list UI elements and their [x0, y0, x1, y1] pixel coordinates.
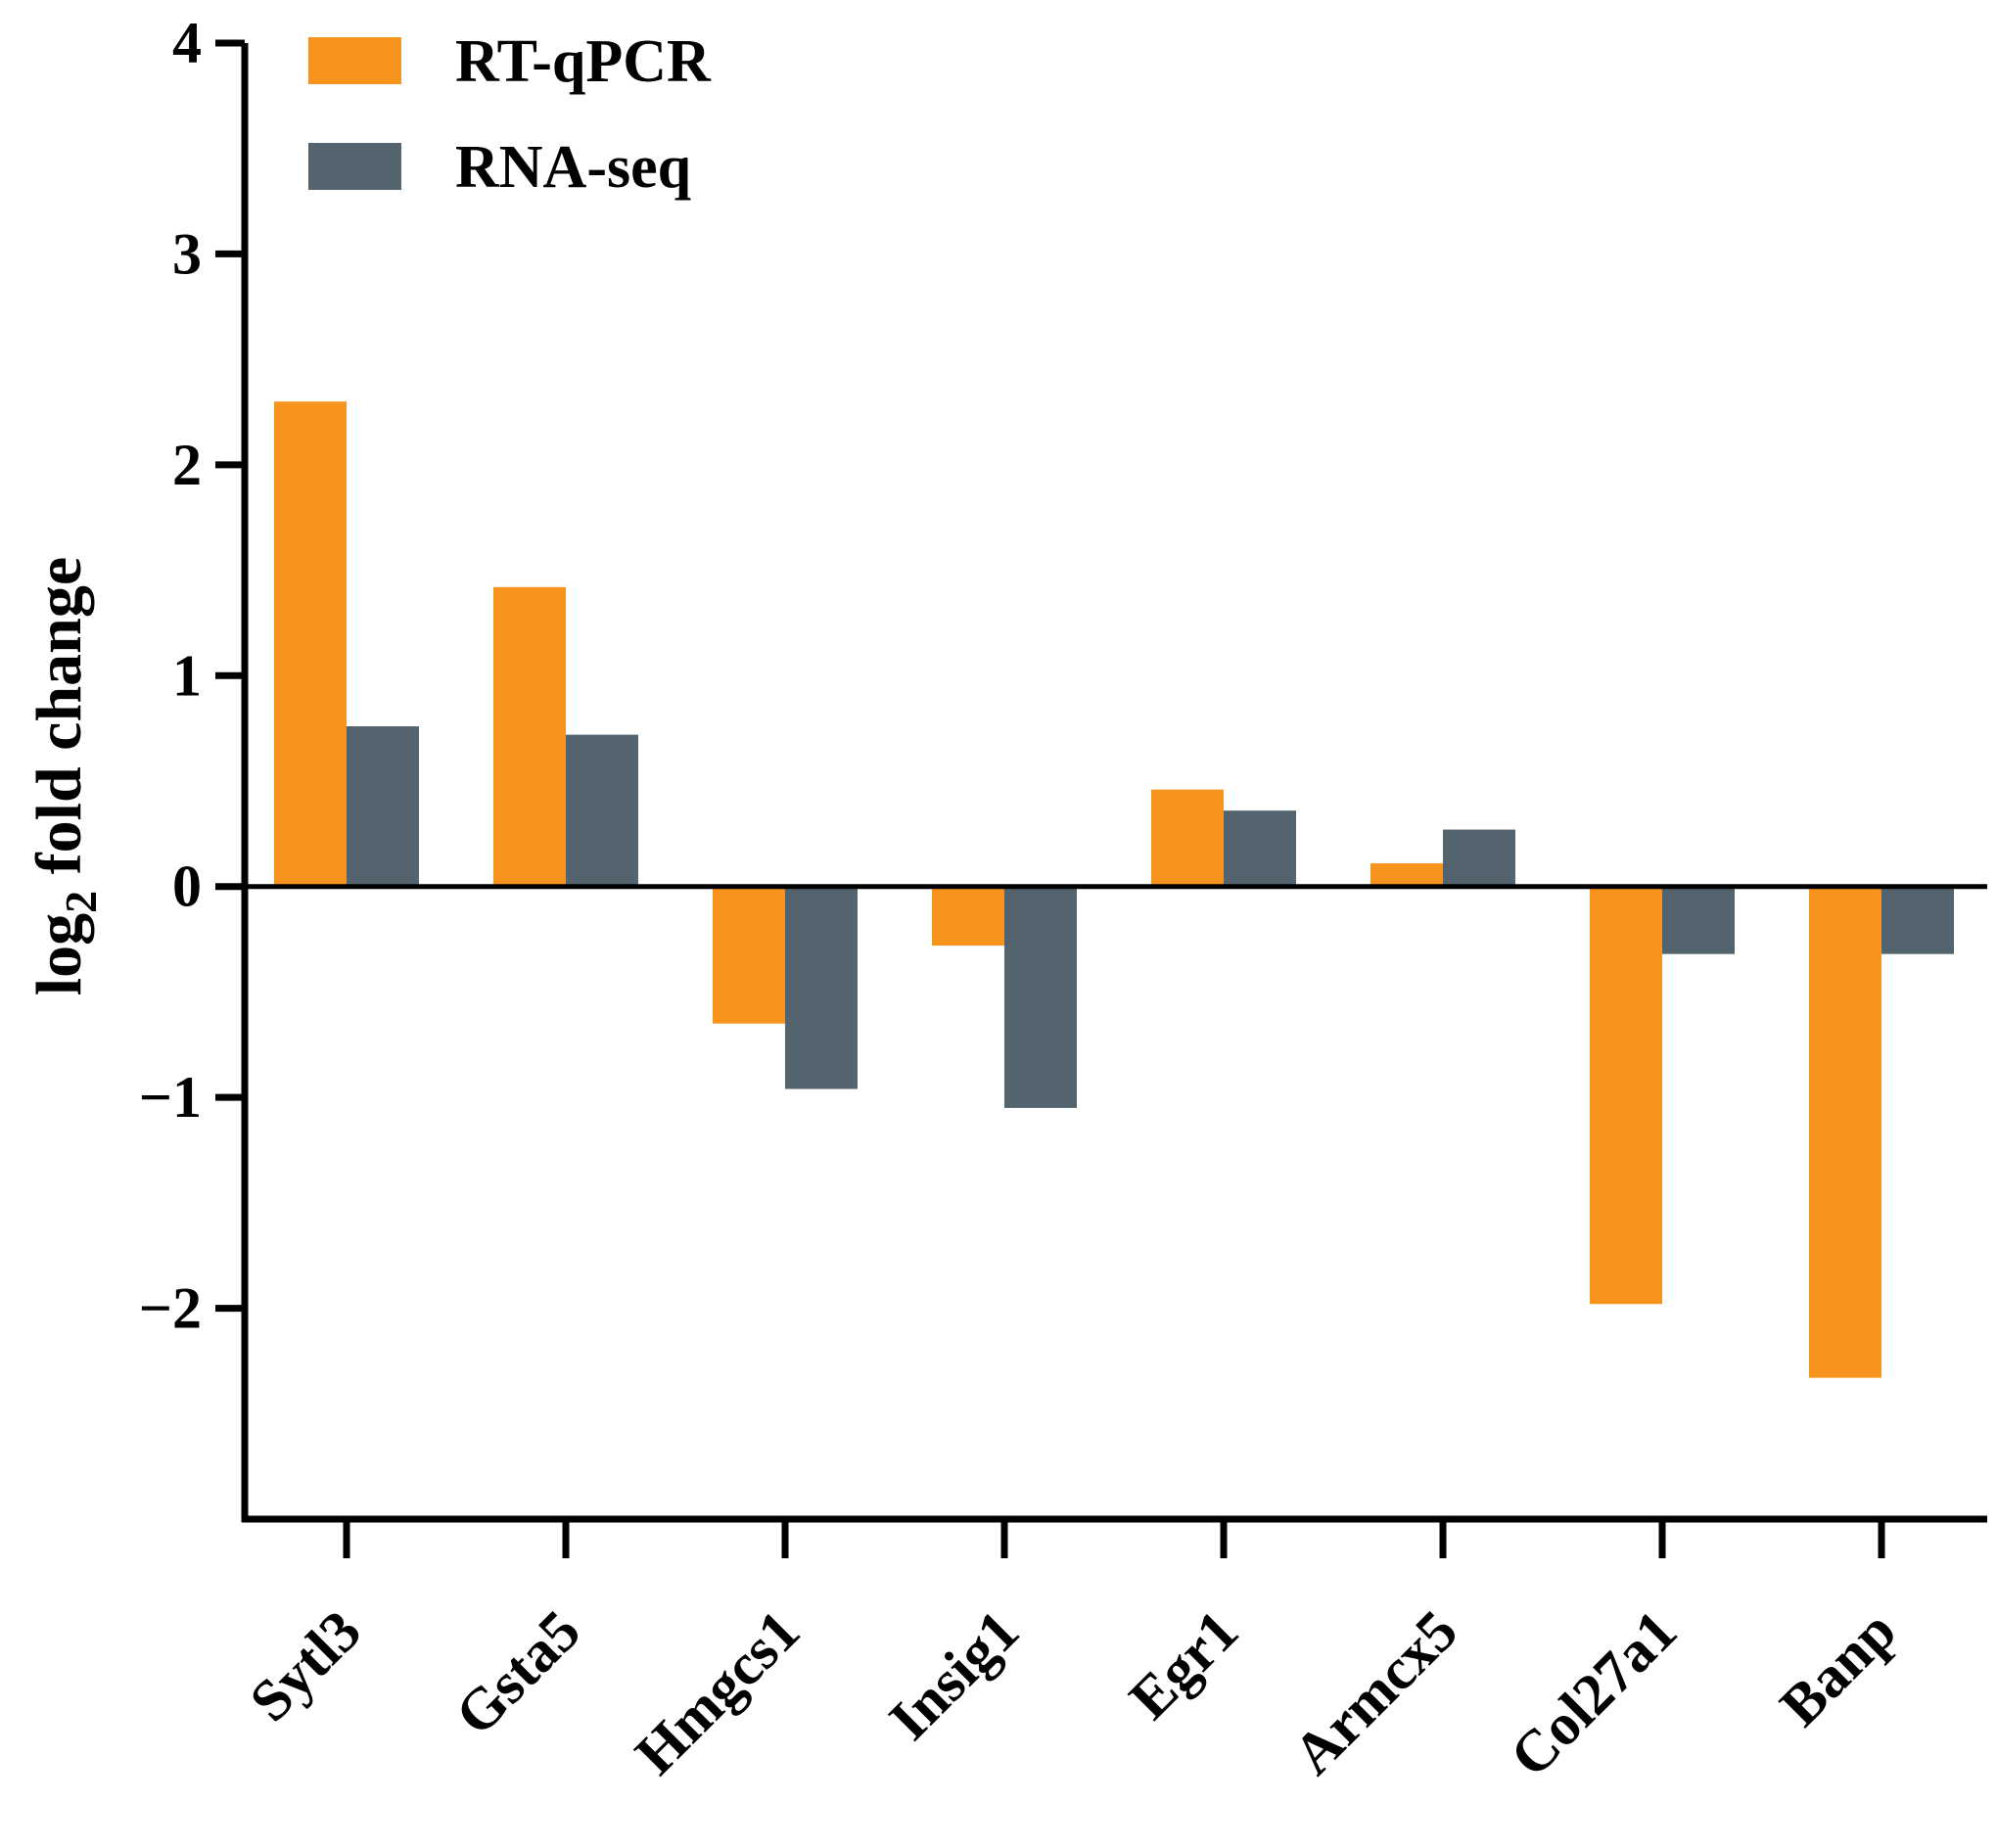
x-tick-label: Gsta5 [442, 1598, 592, 1748]
x-tick-label: Col27a1 [1498, 1598, 1689, 1789]
bar-rna-seq-armcx5 [1443, 830, 1515, 887]
bar-rt-qpcr-egr1 [1151, 790, 1224, 887]
bar-rna-seq-col27a1 [1662, 887, 1735, 954]
y-axis-title-rest: fold change [23, 557, 95, 891]
bar-rna-seq-hmgcs1 [785, 887, 858, 1089]
y-tick-label: 0 [172, 855, 202, 919]
x-tick-label: Banp [1768, 1598, 1908, 1738]
y-tick-label: −2 [139, 1276, 202, 1341]
legend-swatch-rna-seq [308, 143, 401, 190]
y-axis-title: log2 fold change [23, 557, 106, 995]
x-tick-label: Egr1 [1117, 1598, 1250, 1732]
legend-swatch-rt-qpcr [308, 37, 401, 84]
y-tick-label: −1 [139, 1065, 202, 1130]
y-tick-label: 2 [172, 433, 202, 497]
x-tick-label: Armcx5 [1280, 1598, 1469, 1787]
bar-rt-qpcr-sytl3 [274, 401, 347, 886]
bar-rna-seq-gsta5 [566, 735, 638, 887]
bar-rna-seq-sytl3 [347, 726, 419, 887]
y-tick-label: 3 [172, 221, 202, 286]
bar-rt-qpcr-hmgcs1 [713, 887, 785, 1024]
legend-label-rna-seq: RNA-seq [455, 134, 691, 201]
x-ticks: Sytl3 Gsta5 Hmgcs1 Insig1 Egr1 Armcx5 Col27a1 B… [238, 1519, 1909, 1789]
bar-rna-seq-egr1 [1224, 810, 1296, 887]
x-tick-label: Insig1 [877, 1598, 1032, 1753]
bar-rna-seq-banp [1881, 887, 1954, 954]
y-axis-title-main: log [23, 913, 95, 995]
x-tick-label: Hmgcs1 [623, 1598, 812, 1787]
y-tick-label: 4 [172, 11, 202, 75]
legend: RT-qPCR RNA-seq [308, 28, 712, 201]
x-tick-label: Sytl3 [238, 1598, 374, 1734]
bar-rt-qpcr-gsta5 [493, 587, 566, 887]
bar-rt-qpcr-banp [1809, 887, 1881, 1378]
y-ticks: 4 3 2 1 0 −1 −2 [139, 11, 245, 1341]
bar-rt-qpcr-insig1 [932, 887, 1004, 946]
bar-chart: 4 3 2 1 0 −1 −2 Sytl3 Gsta5 Hmgcs1 Insig1 Egr1 Armc… [0, 0, 1997, 1848]
bar-group [274, 401, 1954, 1377]
bar-rt-qpcr-armcx5 [1370, 863, 1443, 887]
y-tick-label: 1 [172, 643, 202, 708]
legend-label-rt-qpcr: RT-qPCR [455, 28, 712, 95]
bar-rna-seq-insig1 [1004, 887, 1077, 1108]
y-axis-title-subscript: 2 [56, 891, 106, 913]
bar-rt-qpcr-col27a1 [1590, 887, 1662, 1305]
